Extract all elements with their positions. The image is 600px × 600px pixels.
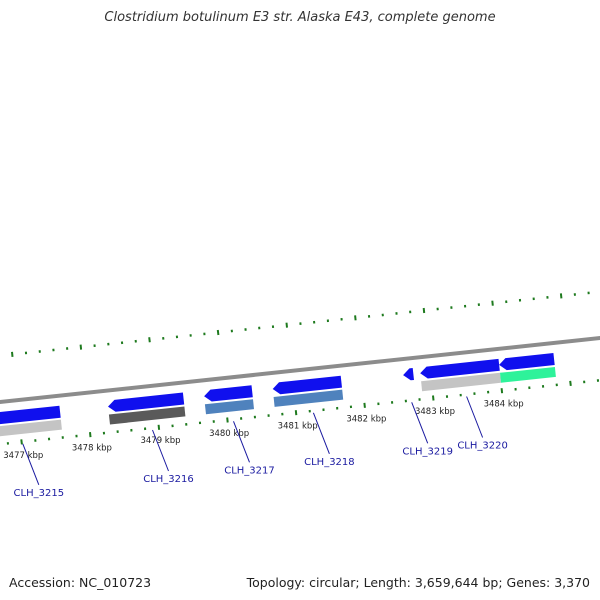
inner-tick <box>89 432 92 438</box>
backbone-line <box>0 335 600 405</box>
inner-tick <box>569 380 572 387</box>
topology-label: Topology: circular; Length: 3,659,644 bp… <box>246 575 590 590</box>
ruler-label-3484: 3484 kbp <box>484 400 524 410</box>
gene-labels: CLH_3215 CLH_3216 CLH_3217 CLH_3218 CLH_3219… <box>14 396 508 499</box>
feature-clh_3218 <box>273 389 344 407</box>
gene-label-leader <box>411 402 429 444</box>
gene-clh_3220[interactable] <box>420 358 500 379</box>
accession-label: Accession: NC_010723 <box>9 575 152 590</box>
inner-tick <box>432 395 435 401</box>
ruler-label-3480: 3480 kbp <box>209 429 249 439</box>
ruler-label-3477: 3477 kbp <box>3 451 43 461</box>
feature-clh_3217 <box>204 399 254 415</box>
outer-tick <box>285 322 288 328</box>
gene-clh_3216[interactable] <box>108 392 185 412</box>
inner-tick-ring <box>6 379 600 445</box>
inner-tick <box>226 417 229 423</box>
outer-tick <box>148 337 151 343</box>
backbone <box>0 335 600 405</box>
inner-tick <box>500 388 504 394</box>
feature-clh_3215 <box>0 419 62 437</box>
gene-label-clh_3220[interactable]: CLH_3220 <box>457 441 508 452</box>
gene-clh_3219[interactable] <box>403 368 414 381</box>
gene-clh_3217[interactable] <box>204 385 253 402</box>
outer-tick <box>79 344 83 350</box>
feature-clh_3216 <box>108 406 186 425</box>
ruler-label-3482: 3482 kbp <box>346 414 386 424</box>
outer-tick-ring <box>11 291 590 357</box>
gene-clh_3218[interactable] <box>272 375 342 395</box>
feature-track <box>0 367 556 437</box>
outer-tick <box>216 329 220 336</box>
gene-label-clh_3218[interactable]: CLH_3218 <box>304 457 355 468</box>
inner-tick <box>157 424 161 430</box>
ruler-label-3483: 3483 kbp <box>415 407 455 417</box>
gene-clh_3215[interactable] <box>0 405 61 427</box>
outer-tick <box>491 300 494 306</box>
gene-track <box>0 353 555 427</box>
gene-label-clh_3215[interactable]: CLH_3215 <box>14 488 65 499</box>
gene-unlabeled-6[interactable] <box>499 353 555 371</box>
feature-unlabeled-6 <box>500 367 556 383</box>
outer-tick <box>422 307 426 314</box>
ruler-label-3478: 3478 kbp <box>72 444 112 454</box>
gene-label-clh_3216[interactable]: CLH_3216 <box>143 474 194 485</box>
ruler-labels: 3477 kbp 3478 kbp 3479 kbp 3480 kbp 3481 kbp… <box>3 400 523 461</box>
outer-tick <box>11 351 14 357</box>
inner-tick <box>363 402 366 408</box>
feature-clh_3220 <box>421 372 501 392</box>
ruler-label-3481: 3481 kbp <box>278 422 318 432</box>
gene-label-leader <box>466 396 484 438</box>
genome-title: Clostridium botulinum E3 str. Alaska E43… <box>104 10 496 25</box>
gene-label-leader <box>22 443 40 485</box>
inner-tick <box>294 410 298 416</box>
gene-label-leader <box>312 412 330 454</box>
outer-tick <box>559 293 563 299</box>
gene-label-leader <box>233 421 250 463</box>
gene-label-clh_3217[interactable]: CLH_3217 <box>224 465 275 476</box>
ruler-label-3479: 3479 kbp <box>140 436 180 446</box>
outer-tick <box>354 315 357 321</box>
gene-label-clh_3219[interactable]: CLH_3219 <box>402 446 453 457</box>
inner-tick <box>20 439 23 445</box>
gene-label-leader <box>152 429 169 472</box>
